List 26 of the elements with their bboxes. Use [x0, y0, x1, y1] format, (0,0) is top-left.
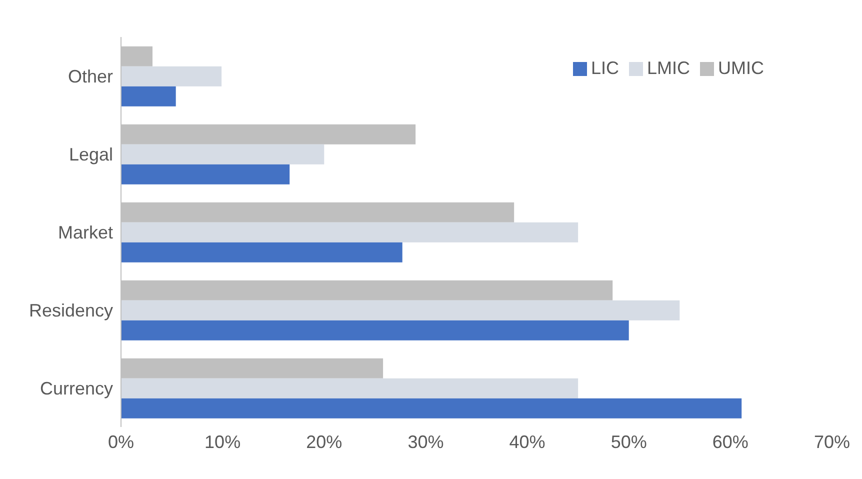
- bar: [121, 144, 324, 164]
- x-tick-label: 70%: [814, 432, 850, 452]
- bar: [121, 398, 742, 418]
- bar: [121, 320, 629, 340]
- x-tick-label: 10%: [204, 432, 241, 452]
- x-tick-label: 40%: [509, 432, 546, 452]
- bar: [121, 222, 578, 242]
- bar: [121, 378, 578, 398]
- x-tick-label: 0%: [108, 432, 134, 452]
- bar: [121, 242, 402, 262]
- legend-label: LIC: [590, 58, 619, 78]
- legend-label: LMIC: [646, 58, 690, 78]
- legend-label: UMIC: [718, 58, 764, 78]
- x-tick-label: 20%: [306, 432, 342, 452]
- y-tick-label: Other: [68, 66, 113, 86]
- y-tick-label: Market: [58, 222, 113, 242]
- x-tick-label: 30%: [408, 432, 444, 452]
- x-tick-label: 50%: [610, 432, 647, 452]
- bar: [121, 164, 290, 184]
- bar: [121, 300, 680, 320]
- y-tick-label: Legal: [68, 144, 113, 164]
- bar: [121, 86, 176, 106]
- bar: [121, 66, 222, 86]
- y-tick-label: Residency: [28, 300, 113, 320]
- y-tick-label: Currency: [40, 378, 113, 398]
- x-tick-label: 60%: [712, 432, 748, 452]
